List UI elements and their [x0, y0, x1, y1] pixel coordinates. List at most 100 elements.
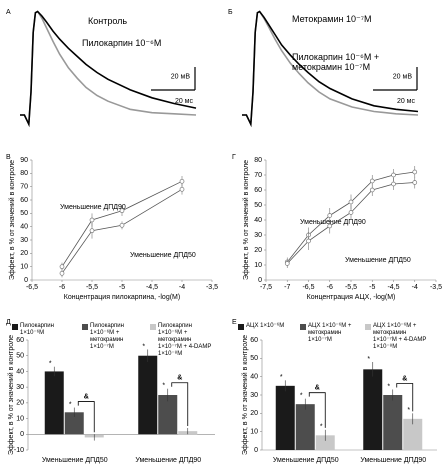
- point: [391, 181, 396, 187]
- y-tick-label: 60: [254, 187, 262, 194]
- legend-label: Пилокарпин 1×10⁻⁶M: [20, 323, 54, 336]
- bar: [383, 395, 403, 450]
- bar: [275, 385, 295, 450]
- panel-letter: Б: [228, 9, 233, 16]
- x-tick-label: -6,5: [26, 284, 38, 291]
- significance-mark: *: [320, 424, 323, 431]
- x-tick-label: -4,5: [387, 284, 399, 291]
- legend-swatch: [12, 324, 18, 330]
- bar: [138, 355, 158, 435]
- x-tick-label: -7: [284, 284, 290, 291]
- legend-swatch: [300, 324, 306, 330]
- significance-mark: *: [387, 383, 390, 390]
- y-tick-label: 40: [250, 374, 258, 381]
- point: [59, 264, 65, 270]
- point: [391, 172, 396, 178]
- point: [89, 217, 95, 223]
- y-tick-label: -10: [14, 447, 24, 454]
- bar: [315, 435, 335, 450]
- panel-letter: Д: [6, 319, 11, 326]
- point: [179, 178, 185, 184]
- legend-label: АЦХ 1×10⁻⁶M + метокрамин 1×10⁻⁷M + 4-DAM…: [373, 323, 427, 350]
- y-tick-label: 0: [24, 277, 28, 284]
- scale-label: 20 мВ: [171, 73, 191, 80]
- y-axis-title: Эффект, в % от значений в контроле: [7, 335, 15, 455]
- point: [327, 213, 333, 218]
- x-tick-label: -6: [59, 284, 65, 291]
- point: [369, 178, 375, 184]
- y-axis-title: Эффект, в % от значений в контроле: [242, 160, 250, 280]
- y-tick-label: 10: [20, 264, 28, 271]
- y-tick-label: 60: [16, 337, 24, 344]
- y-tick-label: 10: [250, 429, 258, 436]
- y-tick-label: 20: [250, 410, 258, 417]
- y-axis-title: Эффект, в % от значений в контроле: [8, 160, 16, 280]
- x-axis-title: Концентрация пилокарпина, -log(M): [64, 294, 180, 301]
- legend-swatch: [238, 324, 244, 330]
- y-tick-label: 20: [254, 247, 262, 254]
- bar: [295, 404, 315, 450]
- point: [412, 169, 418, 175]
- legend-label: Пилокарпин 1×10⁻⁶M + метокрамин 1×10⁻⁷M …: [158, 323, 212, 357]
- trace-line: [20, 10, 197, 128]
- x-axis-title: Концентрация АЦХ, -log(M): [307, 294, 396, 301]
- bracket: [396, 383, 414, 412]
- y-tick-label: 0: [20, 431, 24, 438]
- bar: [64, 412, 84, 435]
- bar: [403, 418, 423, 450]
- y-tick-label: 50: [16, 353, 24, 360]
- bracket-label: &: [177, 375, 182, 382]
- panel-letter: Г: [232, 154, 236, 161]
- x-tick-label: -6: [327, 284, 333, 291]
- series-line: [61, 180, 183, 267]
- y-tick-label: 40: [254, 217, 262, 224]
- series-label: Уменьшение ДПД50: [130, 252, 196, 259]
- point: [179, 186, 185, 192]
- bracket-label: &: [402, 375, 407, 382]
- series-label: Уменьшение ДПД50: [345, 257, 411, 264]
- y-tick-label: 40: [16, 368, 24, 375]
- x-tick-label: -4,5: [146, 284, 158, 291]
- panel-letter: В: [6, 154, 11, 161]
- y-tick-label: 20: [20, 250, 28, 257]
- x-tick-label: -6,5: [302, 284, 314, 291]
- trace-line: [20, 10, 197, 128]
- x-tick-label: -4: [179, 284, 185, 291]
- significance-mark: *: [162, 383, 165, 390]
- point: [284, 261, 290, 266]
- point: [89, 228, 95, 234]
- point: [369, 187, 375, 193]
- bar: [158, 395, 178, 435]
- x-tick-label: -4: [412, 284, 418, 291]
- trace-label: Пилокарпин 10⁻⁶M: [82, 38, 162, 48]
- scale-label: 20 мс: [175, 98, 194, 105]
- y-tick-label: 60: [250, 337, 258, 344]
- trace-line: [242, 10, 419, 128]
- point: [119, 208, 125, 214]
- y-tick-label: 30: [20, 237, 28, 244]
- significance-mark: *: [49, 361, 52, 368]
- y-tick-label: 10: [254, 262, 262, 269]
- point: [412, 180, 418, 185]
- significance-mark: *: [407, 407, 410, 414]
- significance-mark: *: [300, 393, 303, 400]
- point: [306, 238, 311, 244]
- y-tick-label: 30: [250, 392, 258, 399]
- legend-label: Пилокарпин 1×10⁻⁶M + метокрамин 1×10⁻⁷M: [90, 323, 124, 350]
- y-tick-label: 50: [20, 210, 28, 217]
- bar: [44, 371, 64, 435]
- y-axis-title: Эффект, в % от значений в контроле: [241, 335, 249, 455]
- y-tick-label: 90: [20, 157, 28, 164]
- panel-letter: Е: [232, 319, 237, 326]
- y-tick-label: 80: [20, 170, 28, 177]
- y-tick-label: 50: [250, 355, 258, 362]
- y-tick-label: 0: [254, 447, 258, 454]
- y-tick-label: 70: [254, 172, 262, 179]
- bracket: [171, 382, 189, 426]
- trace-label: Метокрамин 10⁻⁷M: [292, 14, 372, 24]
- x-tick-label: -7,5: [260, 284, 272, 291]
- panel-letter: А: [6, 9, 11, 16]
- point: [327, 223, 333, 229]
- point: [119, 222, 125, 228]
